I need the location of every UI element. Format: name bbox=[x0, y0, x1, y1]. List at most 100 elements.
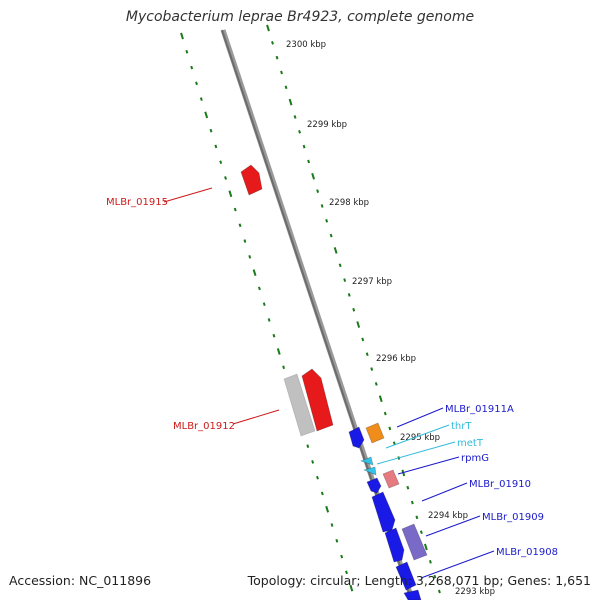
tick-mark bbox=[428, 560, 432, 564]
scale-label: 2298 kbp bbox=[329, 198, 369, 208]
accession-text: Accession: NC_011896 bbox=[9, 573, 152, 588]
feature-label: MLBr_01915 bbox=[106, 197, 168, 208]
tick-mark bbox=[282, 365, 286, 370]
gene-block bbox=[401, 523, 428, 561]
tick-mark bbox=[214, 144, 218, 149]
tick-mark bbox=[271, 41, 274, 45]
scale-label: 2297 kbp bbox=[352, 277, 392, 287]
tick-mark bbox=[180, 32, 184, 40]
gene-arrow bbox=[240, 164, 263, 196]
tick-mark bbox=[233, 207, 237, 212]
tick-mark bbox=[267, 318, 271, 322]
tick-mark bbox=[365, 352, 369, 357]
gene-features bbox=[240, 164, 428, 600]
scale-label: 2294 kbp bbox=[428, 511, 468, 521]
gene-arrow bbox=[384, 527, 405, 563]
feature-label: thrT bbox=[451, 421, 472, 432]
tick-mark bbox=[266, 24, 270, 32]
tick-mark bbox=[370, 367, 374, 371]
label-leader-line bbox=[376, 441, 456, 465]
tick-mark bbox=[347, 293, 351, 297]
tick-mark bbox=[356, 321, 361, 328]
tick-mark bbox=[195, 81, 198, 86]
scale-label: 2299 kbp bbox=[307, 120, 347, 130]
gene-arrow bbox=[301, 368, 334, 432]
scale-label: 2300 kbp bbox=[286, 40, 326, 50]
tick-mark bbox=[410, 500, 414, 505]
tick-mark bbox=[257, 286, 261, 291]
tick-mark bbox=[262, 302, 266, 306]
tick-mark bbox=[320, 491, 324, 496]
tick-mark bbox=[288, 98, 293, 106]
tick-mark bbox=[190, 65, 194, 70]
tick-mark bbox=[204, 111, 209, 119]
feature-label: MLBr_01911A bbox=[445, 404, 514, 415]
tick-mark bbox=[345, 570, 348, 575]
tick-mark bbox=[423, 543, 428, 551]
feature-label: MLBr_01908 bbox=[496, 547, 558, 558]
tick-mark bbox=[415, 515, 419, 520]
tick-mark bbox=[284, 85, 288, 90]
tick-mark bbox=[272, 333, 276, 338]
tick-mark bbox=[243, 239, 247, 243]
genome-summary-text: Topology: circular; Length: 3,268,071 bp… bbox=[247, 573, 591, 588]
tick-mark bbox=[306, 444, 310, 448]
map-title: Mycobacterium leprae Br4923, complete ge… bbox=[125, 9, 475, 25]
tick-mark bbox=[185, 49, 189, 54]
tick-mark bbox=[238, 223, 242, 228]
tick-mark bbox=[311, 172, 315, 180]
scale-label: 2296 kbp bbox=[376, 354, 416, 364]
label-leader-line bbox=[397, 456, 460, 475]
tick-mark bbox=[378, 395, 383, 403]
label-leader-line bbox=[163, 187, 213, 203]
label-leader-line bbox=[232, 409, 280, 425]
label-leader-line bbox=[425, 515, 481, 537]
tick-mark bbox=[228, 190, 233, 198]
tick-mark bbox=[383, 411, 387, 416]
tick-mark bbox=[320, 204, 324, 208]
tick-mark bbox=[252, 269, 257, 276]
tick-mark bbox=[437, 589, 441, 594]
tick-mark bbox=[329, 233, 333, 238]
trna-marker bbox=[362, 466, 377, 476]
tick-mark bbox=[325, 218, 329, 223]
gene-arrow bbox=[366, 477, 382, 494]
tick-mark bbox=[433, 574, 437, 579]
feature-label: MLBr_01909 bbox=[482, 512, 544, 523]
tick-mark bbox=[248, 255, 252, 259]
trna-marker bbox=[359, 456, 374, 466]
tick-mark bbox=[307, 159, 311, 164]
tick-mark bbox=[335, 538, 339, 543]
tick-mark bbox=[199, 97, 203, 101]
feature-label: metT bbox=[457, 438, 484, 449]
feature-label: rpmG bbox=[461, 453, 489, 464]
tick-mark bbox=[338, 263, 342, 268]
tick-mark bbox=[349, 584, 354, 592]
tick-mark bbox=[224, 176, 227, 180]
tick-mark bbox=[219, 160, 223, 165]
tick-mark bbox=[388, 426, 392, 431]
tick-mark bbox=[325, 505, 330, 513]
label-leader-line bbox=[396, 407, 444, 428]
tick-mark bbox=[343, 278, 347, 282]
tick-mark bbox=[311, 460, 315, 464]
tick-marks bbox=[180, 24, 441, 594]
tick-mark bbox=[361, 337, 365, 342]
label-leader-line bbox=[385, 424, 450, 449]
tick-mark bbox=[298, 129, 301, 134]
pseudogene-block bbox=[283, 373, 316, 437]
tick-mark bbox=[419, 530, 423, 535]
feature-label: MLBr_01910 bbox=[469, 479, 531, 490]
gene-arrow bbox=[348, 426, 365, 449]
tick-mark bbox=[276, 348, 281, 355]
gene-arrow bbox=[395, 561, 417, 591]
feature-labels: 2300 kbp 2299 kbp 2298 kbp 2297 kbp 2296 kbp… bbox=[106, 40, 558, 597]
tick-mark bbox=[330, 523, 334, 527]
label-leader-line bbox=[421, 482, 468, 502]
feature-label: MLBr_01912 bbox=[173, 421, 235, 432]
gene-block bbox=[382, 469, 400, 489]
tick-mark bbox=[280, 70, 283, 75]
tick-mark bbox=[209, 128, 213, 133]
tick-mark bbox=[275, 55, 279, 60]
